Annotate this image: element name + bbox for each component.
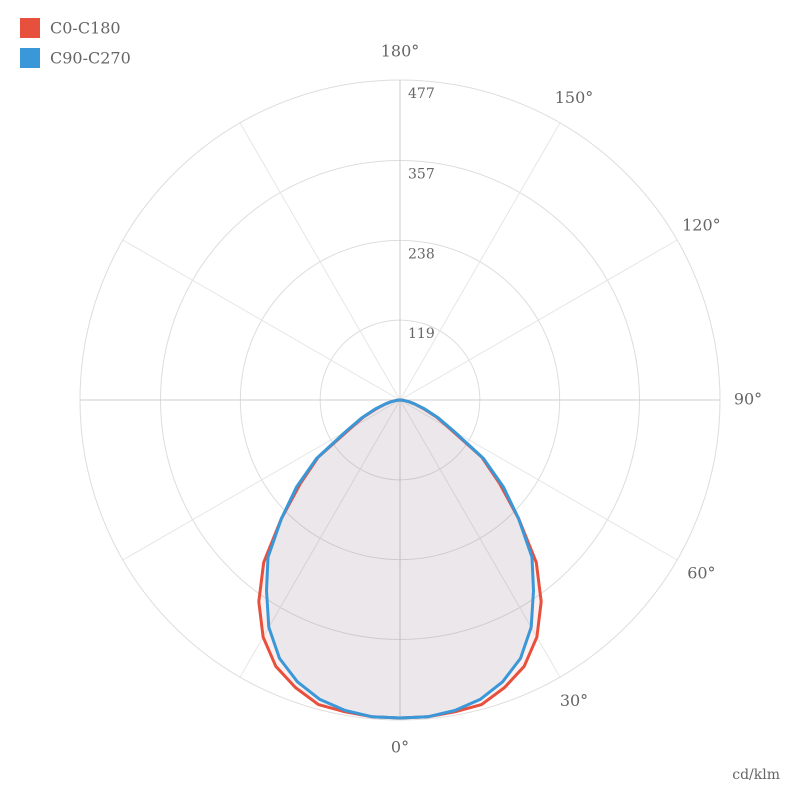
legend-swatch — [20, 48, 40, 68]
angle-tick-label: 180° — [381, 42, 420, 61]
legend-label: C0-C180 — [50, 19, 121, 38]
r-tick-label: 119 — [408, 326, 435, 342]
series-area — [258, 400, 400, 718]
angle-tick-label: 0° — [391, 738, 409, 757]
series-area — [266, 400, 400, 718]
series-line — [265, 398, 401, 720]
unit-label: cd/klm — [732, 767, 780, 783]
r-tick-label: 357 — [408, 167, 435, 183]
series-area — [400, 400, 534, 718]
grid-spoke — [122, 239, 401, 401]
grid-spoke — [239, 399, 401, 678]
angle-tick-label: 60° — [687, 564, 715, 583]
grid-spoke — [399, 122, 561, 401]
angle-tick-label: 30° — [560, 691, 588, 710]
r-tick-label: 477 — [408, 86, 435, 102]
angle-tick-label: 120° — [682, 216, 721, 235]
grid-spoke — [399, 239, 678, 401]
series-area — [400, 400, 542, 718]
series-line — [399, 398, 535, 720]
angle-tick-label: 90° — [734, 390, 762, 409]
grid-spoke — [239, 122, 401, 401]
grid-spoke — [399, 399, 561, 678]
angle-tick-label: 150° — [555, 88, 594, 107]
legend-label: C90-C270 — [50, 49, 131, 68]
r-tick-label: 238 — [408, 246, 435, 262]
legend-swatch — [20, 18, 40, 38]
